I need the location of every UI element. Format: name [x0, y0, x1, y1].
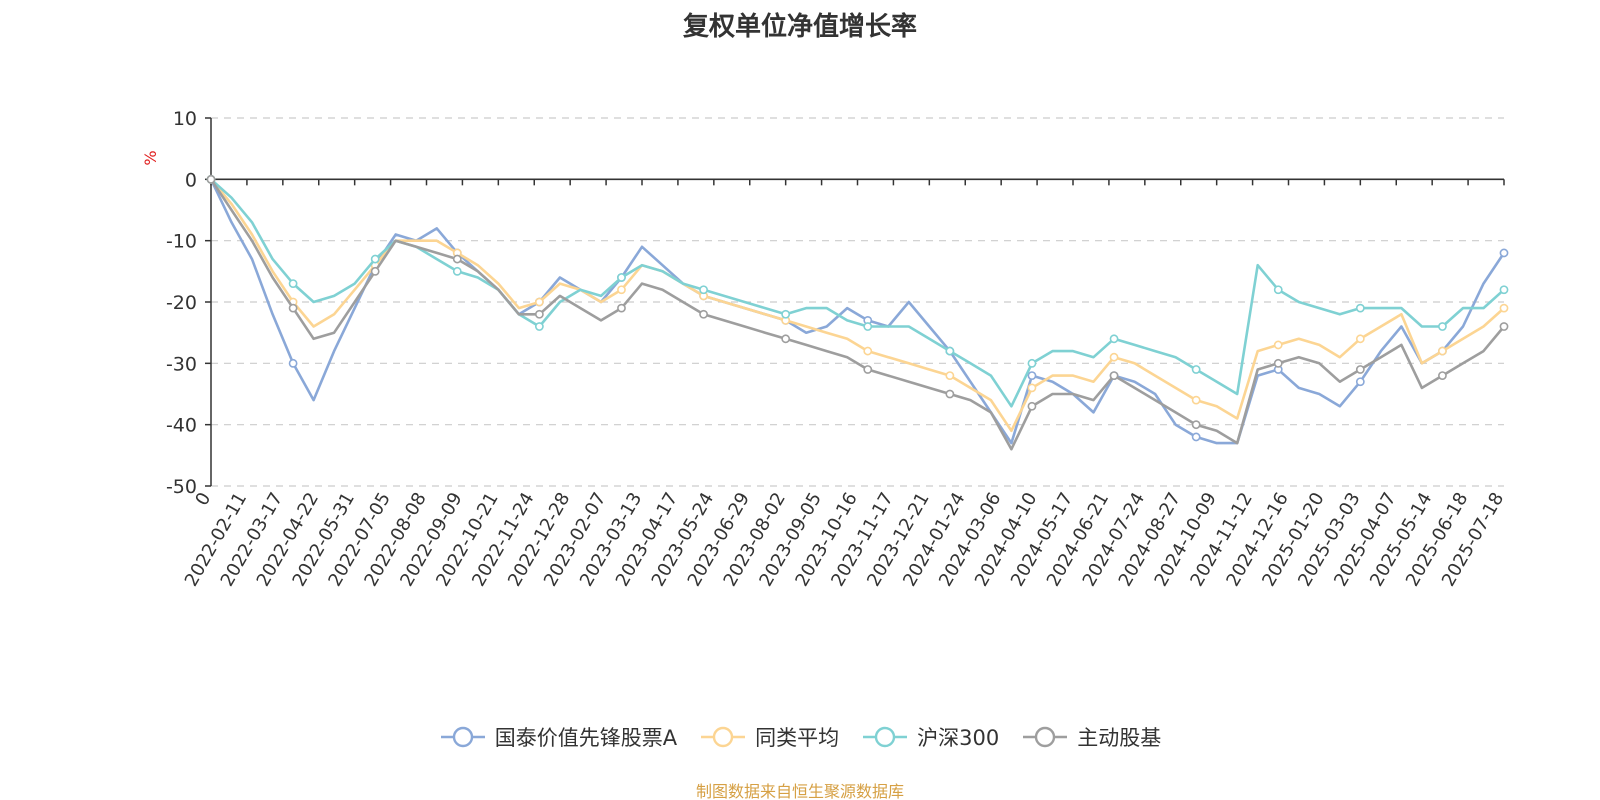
series-point-2 [617, 273, 626, 282]
series-point-3 [206, 174, 216, 184]
series-point-3 [945, 389, 955, 399]
series-point-1 [1273, 340, 1283, 350]
series-point-1 [1191, 395, 1201, 405]
series-point-3 [1355, 365, 1365, 374]
y-tick-label: 10 [173, 108, 197, 130]
series-point-3 [288, 303, 298, 313]
series-point-2 [534, 322, 544, 331]
chart-legend: 国泰价值先锋股票A 同类平均 沪深300 主动股基 [0, 722, 1600, 752]
legend-label: 主动股基 [1077, 726, 1162, 750]
y-tick-label: -40 [166, 415, 197, 437]
legend-label: 沪深300 [917, 726, 1000, 750]
series-point-3 [1499, 322, 1509, 331]
chart-title: 复权单位净值增长率 [682, 12, 917, 42]
series-point-2 [452, 266, 462, 276]
series-point-2 [863, 322, 873, 331]
legend-label: 同类平均 [755, 726, 840, 750]
legend-item-2[interactable]: 沪深300 [861, 722, 999, 752]
series-point-1 [1499, 303, 1509, 313]
series-point-3 [534, 309, 544, 319]
series-point-1 [1355, 334, 1365, 344]
series-line-0 [209, 178, 1506, 445]
series-point-2 [699, 285, 708, 295]
series-point-2 [1273, 285, 1283, 295]
series-point-1 [863, 346, 873, 356]
series-point-0 [1499, 248, 1509, 258]
series-point-2 [1109, 334, 1119, 344]
line-chart-svg: 100-10-20-30-40-50%02022-02-112022-03-17… [141, 108, 1509, 590]
series-point-3 [781, 334, 791, 344]
series-point-2 [1499, 285, 1509, 295]
x-tick-label: 0 [191, 489, 215, 509]
source-note: 制图数据来自恒生聚源数据库 [695, 782, 904, 800]
series-point-1 [1438, 346, 1447, 356]
series-point-0 [1027, 371, 1037, 380]
legend-item-3[interactable]: 主动股基 [1021, 722, 1161, 752]
series-point-0 [1355, 377, 1365, 387]
legend-swatch-icon [440, 726, 485, 748]
series-point-3 [452, 254, 462, 264]
series-point-2 [945, 346, 955, 356]
series-point-2 [1191, 365, 1201, 374]
series-point-3 [1109, 371, 1119, 380]
series-point-1 [1109, 352, 1119, 362]
series-point-2 [370, 254, 380, 264]
series-point-2 [1027, 358, 1037, 368]
legend-swatch-icon [863, 726, 908, 748]
series-point-0 [288, 358, 298, 368]
series-line-1 [210, 178, 1505, 433]
series-point-0 [1191, 432, 1201, 442]
series-point-3 [617, 303, 626, 313]
series-point-3 [699, 309, 708, 319]
y-tick-label: -20 [166, 292, 197, 314]
series-point-1 [617, 285, 626, 295]
series-point-3 [1438, 371, 1447, 380]
series-point-3 [1273, 358, 1283, 368]
series-point-2 [1355, 303, 1365, 313]
series-point-3 [863, 365, 873, 374]
legend-swatch-icon [701, 726, 746, 748]
series-point-3 [1191, 420, 1201, 430]
y-tick-label: 0 [185, 169, 197, 191]
series-point-2 [288, 279, 298, 288]
series-point-1 [534, 297, 544, 307]
series-point-1 [945, 371, 955, 380]
y-tick-label: -50 [166, 476, 197, 498]
series-point-2 [1438, 322, 1447, 331]
legend-swatch-icon [1023, 726, 1068, 748]
series-point-2 [781, 309, 791, 319]
series-point-3 [1027, 401, 1037, 411]
legend-label: 国泰价值先锋股票A [494, 726, 678, 750]
series-point-1 [1027, 383, 1037, 393]
series-line-2 [210, 178, 1505, 408]
y-axis-label: % [141, 150, 160, 165]
legend-item-1[interactable]: 同类平均 [699, 722, 839, 752]
series-point-3 [370, 266, 380, 276]
y-tick-label: -10 [166, 231, 197, 253]
series-line-3 [209, 178, 1505, 451]
y-tick-label: -30 [166, 353, 197, 375]
legend-item-0[interactable]: 国泰价值先锋股票A [439, 722, 677, 752]
